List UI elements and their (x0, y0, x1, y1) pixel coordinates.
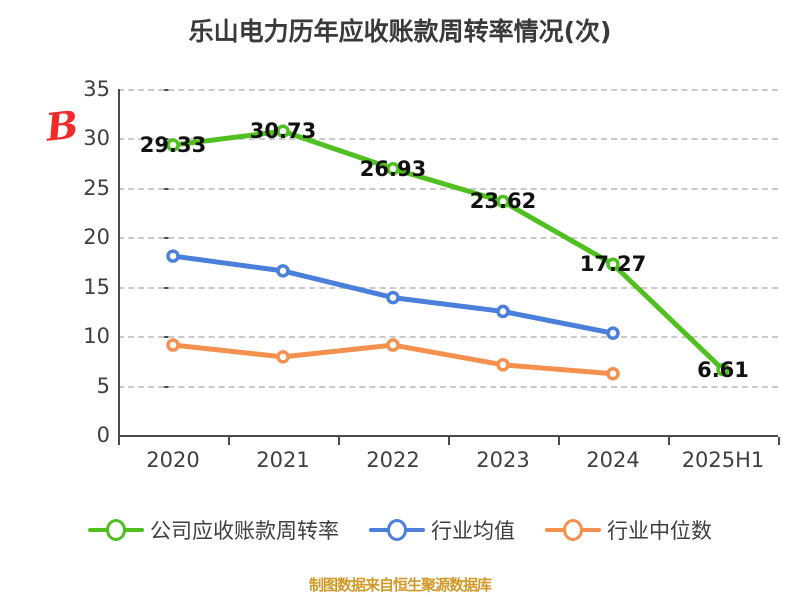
legend-item-3[interactable]: 行业中位数 (545, 515, 712, 545)
y-tick-label: 35 (83, 77, 110, 101)
x-tick-mark (778, 437, 780, 445)
x-tick-label: 2024 (586, 448, 640, 472)
y-tick-label: 20 (83, 225, 110, 250)
data-point-label: 23.62 (469, 189, 537, 214)
legend-item-2[interactable]: 行业均值 (369, 515, 515, 545)
legend-marker-icon (545, 517, 601, 543)
data-point-label: 29.33 (139, 133, 207, 158)
x-tick-mark (228, 437, 230, 445)
y-tick-label: 5 (96, 373, 110, 398)
y-tick-label: 30 (83, 126, 110, 151)
x-tick-mark (558, 437, 560, 445)
x-tick-label: 2025H1 (681, 448, 765, 472)
gridline (118, 187, 778, 190)
footer-source-note: 制图数据来自恒生聚源数据库 (308, 576, 492, 594)
data-point-marker (496, 358, 510, 372)
legend-label: 行业中位数 (607, 519, 712, 543)
y-tick-label: 0 (96, 423, 110, 447)
data-point-label: 26.93 (359, 156, 427, 181)
legend-dot (563, 519, 583, 541)
data-point-marker (606, 326, 620, 340)
legend-item-1[interactable]: 公司应收账款周转率 (88, 515, 339, 545)
legend-label: 公司应收账款周转率 (150, 519, 339, 543)
data-point-marker (496, 304, 510, 319)
y-tick-label: 15 (83, 274, 110, 299)
data-point-marker (386, 162, 400, 176)
data-point-marker (716, 362, 730, 377)
data-point-label: 17.27 (579, 252, 647, 277)
gridline (118, 138, 778, 141)
data-point-marker (606, 366, 620, 381)
gridline (118, 286, 778, 289)
data-point-marker (606, 257, 620, 272)
x-tick-label: 2022 (366, 448, 420, 472)
data-point-marker (496, 194, 510, 209)
chart-legend: 公司应收账款周转率 行业均值 行业中位数 (0, 515, 800, 545)
data-point-marker (166, 338, 180, 352)
data-point-label: 6.61 (697, 357, 749, 382)
chart-title: 乐山电力历年应收账款周转率情况(次) (188, 17, 612, 46)
data-point-marker (276, 264, 290, 278)
data-point-marker (386, 338, 400, 352)
data-point-marker (166, 138, 180, 152)
data-point-marker (276, 124, 290, 138)
legend-dot (387, 519, 407, 541)
legend-dot (106, 519, 126, 541)
x-tick-label: 2020 (146, 448, 200, 472)
data-point-marker (386, 290, 400, 305)
x-tick-label: 2023 (476, 448, 530, 472)
gridline (118, 336, 778, 339)
legend-marker-icon (369, 517, 425, 543)
gridline (118, 385, 778, 388)
data-point-label: 30.73 (249, 119, 317, 144)
x-axis-line (118, 435, 778, 437)
gridline (118, 237, 778, 240)
x-tick-label: 2021 (256, 448, 310, 472)
data-point-marker (276, 350, 290, 364)
gridline (118, 89, 778, 91)
data-point-marker (166, 249, 180, 263)
x-tick-mark (448, 437, 450, 445)
legend-marker-icon (88, 517, 144, 543)
x-tick-mark (338, 437, 340, 445)
x-tick-mark (118, 437, 120, 445)
series-line (170, 128, 726, 373)
y-axis-line (118, 89, 120, 437)
y-tick-label: 10 (83, 324, 110, 349)
legend-label: 行业均值 (431, 519, 515, 543)
x-tick-mark (668, 437, 670, 445)
y-tick-label: 25 (83, 175, 110, 200)
